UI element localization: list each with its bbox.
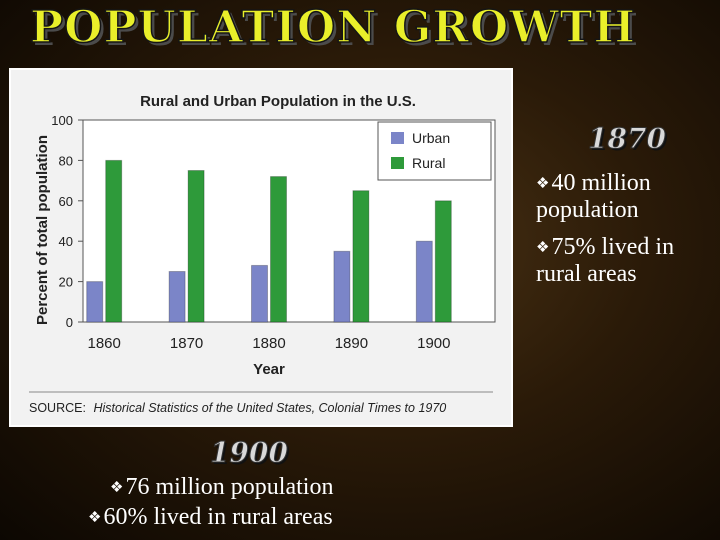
- diamond-bullet-icon: ❖: [88, 510, 102, 527]
- bar-series: [86, 159, 452, 323]
- bullet-text: 75% lived in rural areas: [536, 234, 675, 288]
- x-axis-label: Year: [253, 361, 285, 378]
- bullet-1900-rural: ❖60% lived in rural areas: [88, 504, 333, 531]
- x-tick-label: 1890: [335, 335, 368, 352]
- bullet-text: 60% lived in rural areas: [103, 504, 333, 530]
- legend-label-urban: Urban: [412, 130, 450, 146]
- legend-swatch-rural: [391, 157, 404, 169]
- y-tick-label: 100: [51, 113, 73, 128]
- y-tick-label: 40: [59, 234, 73, 249]
- bar-rural-1870: [187, 170, 205, 323]
- legend-box: [377, 121, 492, 181]
- bullet-text: 40 million population: [536, 170, 651, 224]
- chart-panel: Rural and Urban Population in the U.S. P…: [9, 68, 513, 427]
- bar-chart: Rural and Urban Population in the U.S. P…: [29, 93, 496, 415]
- x-tick-label: 1870: [170, 335, 203, 352]
- bar-urban-1900: [415, 240, 433, 323]
- bar-urban-1870: [168, 271, 186, 323]
- bullet-1900-population: ❖76 million population: [110, 474, 333, 501]
- bullet-1870-population: ❖40 million population: [536, 170, 716, 223]
- diamond-bullet-icon: ❖: [110, 480, 124, 497]
- x-tick-label: 1900: [417, 335, 450, 352]
- legend-label-rural: Rural: [412, 155, 445, 171]
- legend-swatch-urban: [391, 132, 404, 144]
- bar-urban-1880: [251, 264, 268, 323]
- bar-rural-1880: [270, 176, 287, 323]
- bullet-1870-rural: ❖75% lived in rural areas: [536, 234, 716, 287]
- bar-rural-1890: [352, 190, 370, 323]
- x-tick-label: 1880: [252, 335, 285, 352]
- slide-title: POPULATION GROWTH: [29, 1, 636, 54]
- y-axis-ticks: 0 20 40 60 80 100: [51, 113, 83, 330]
- bar-urban-1890: [333, 250, 351, 323]
- legend: Urban Rural: [377, 121, 492, 181]
- y-tick-label: 0: [66, 315, 73, 330]
- x-axis-ticks: 1860 1870 1880 1890 1900: [88, 335, 451, 352]
- diamond-bullet-icon: ❖: [536, 176, 550, 193]
- bar-rural-1860: [105, 159, 123, 323]
- y-tick-label: 20: [59, 275, 73, 290]
- source-text: Historical Statistics of the United Stat…: [93, 401, 446, 415]
- diamond-bullet-icon: ❖: [536, 240, 550, 257]
- heading-1870: 1870: [588, 122, 667, 156]
- bar-rural-1900: [434, 200, 452, 323]
- y-tick-label: 80: [59, 153, 73, 168]
- y-axis-label: Percent of total population: [34, 135, 51, 325]
- chart-source: SOURCE: Historical Statistics of the Uni…: [29, 401, 446, 415]
- bar-urban-1860: [86, 281, 104, 323]
- heading-1900: 1900: [210, 436, 289, 470]
- bullet-text: 76 million population: [125, 474, 334, 500]
- x-tick-label: 1860: [88, 335, 121, 352]
- y-tick-label: 60: [59, 194, 73, 209]
- chart-title: Rural and Urban Population in the U.S.: [140, 93, 416, 110]
- source-label: SOURCE:: [29, 401, 86, 415]
